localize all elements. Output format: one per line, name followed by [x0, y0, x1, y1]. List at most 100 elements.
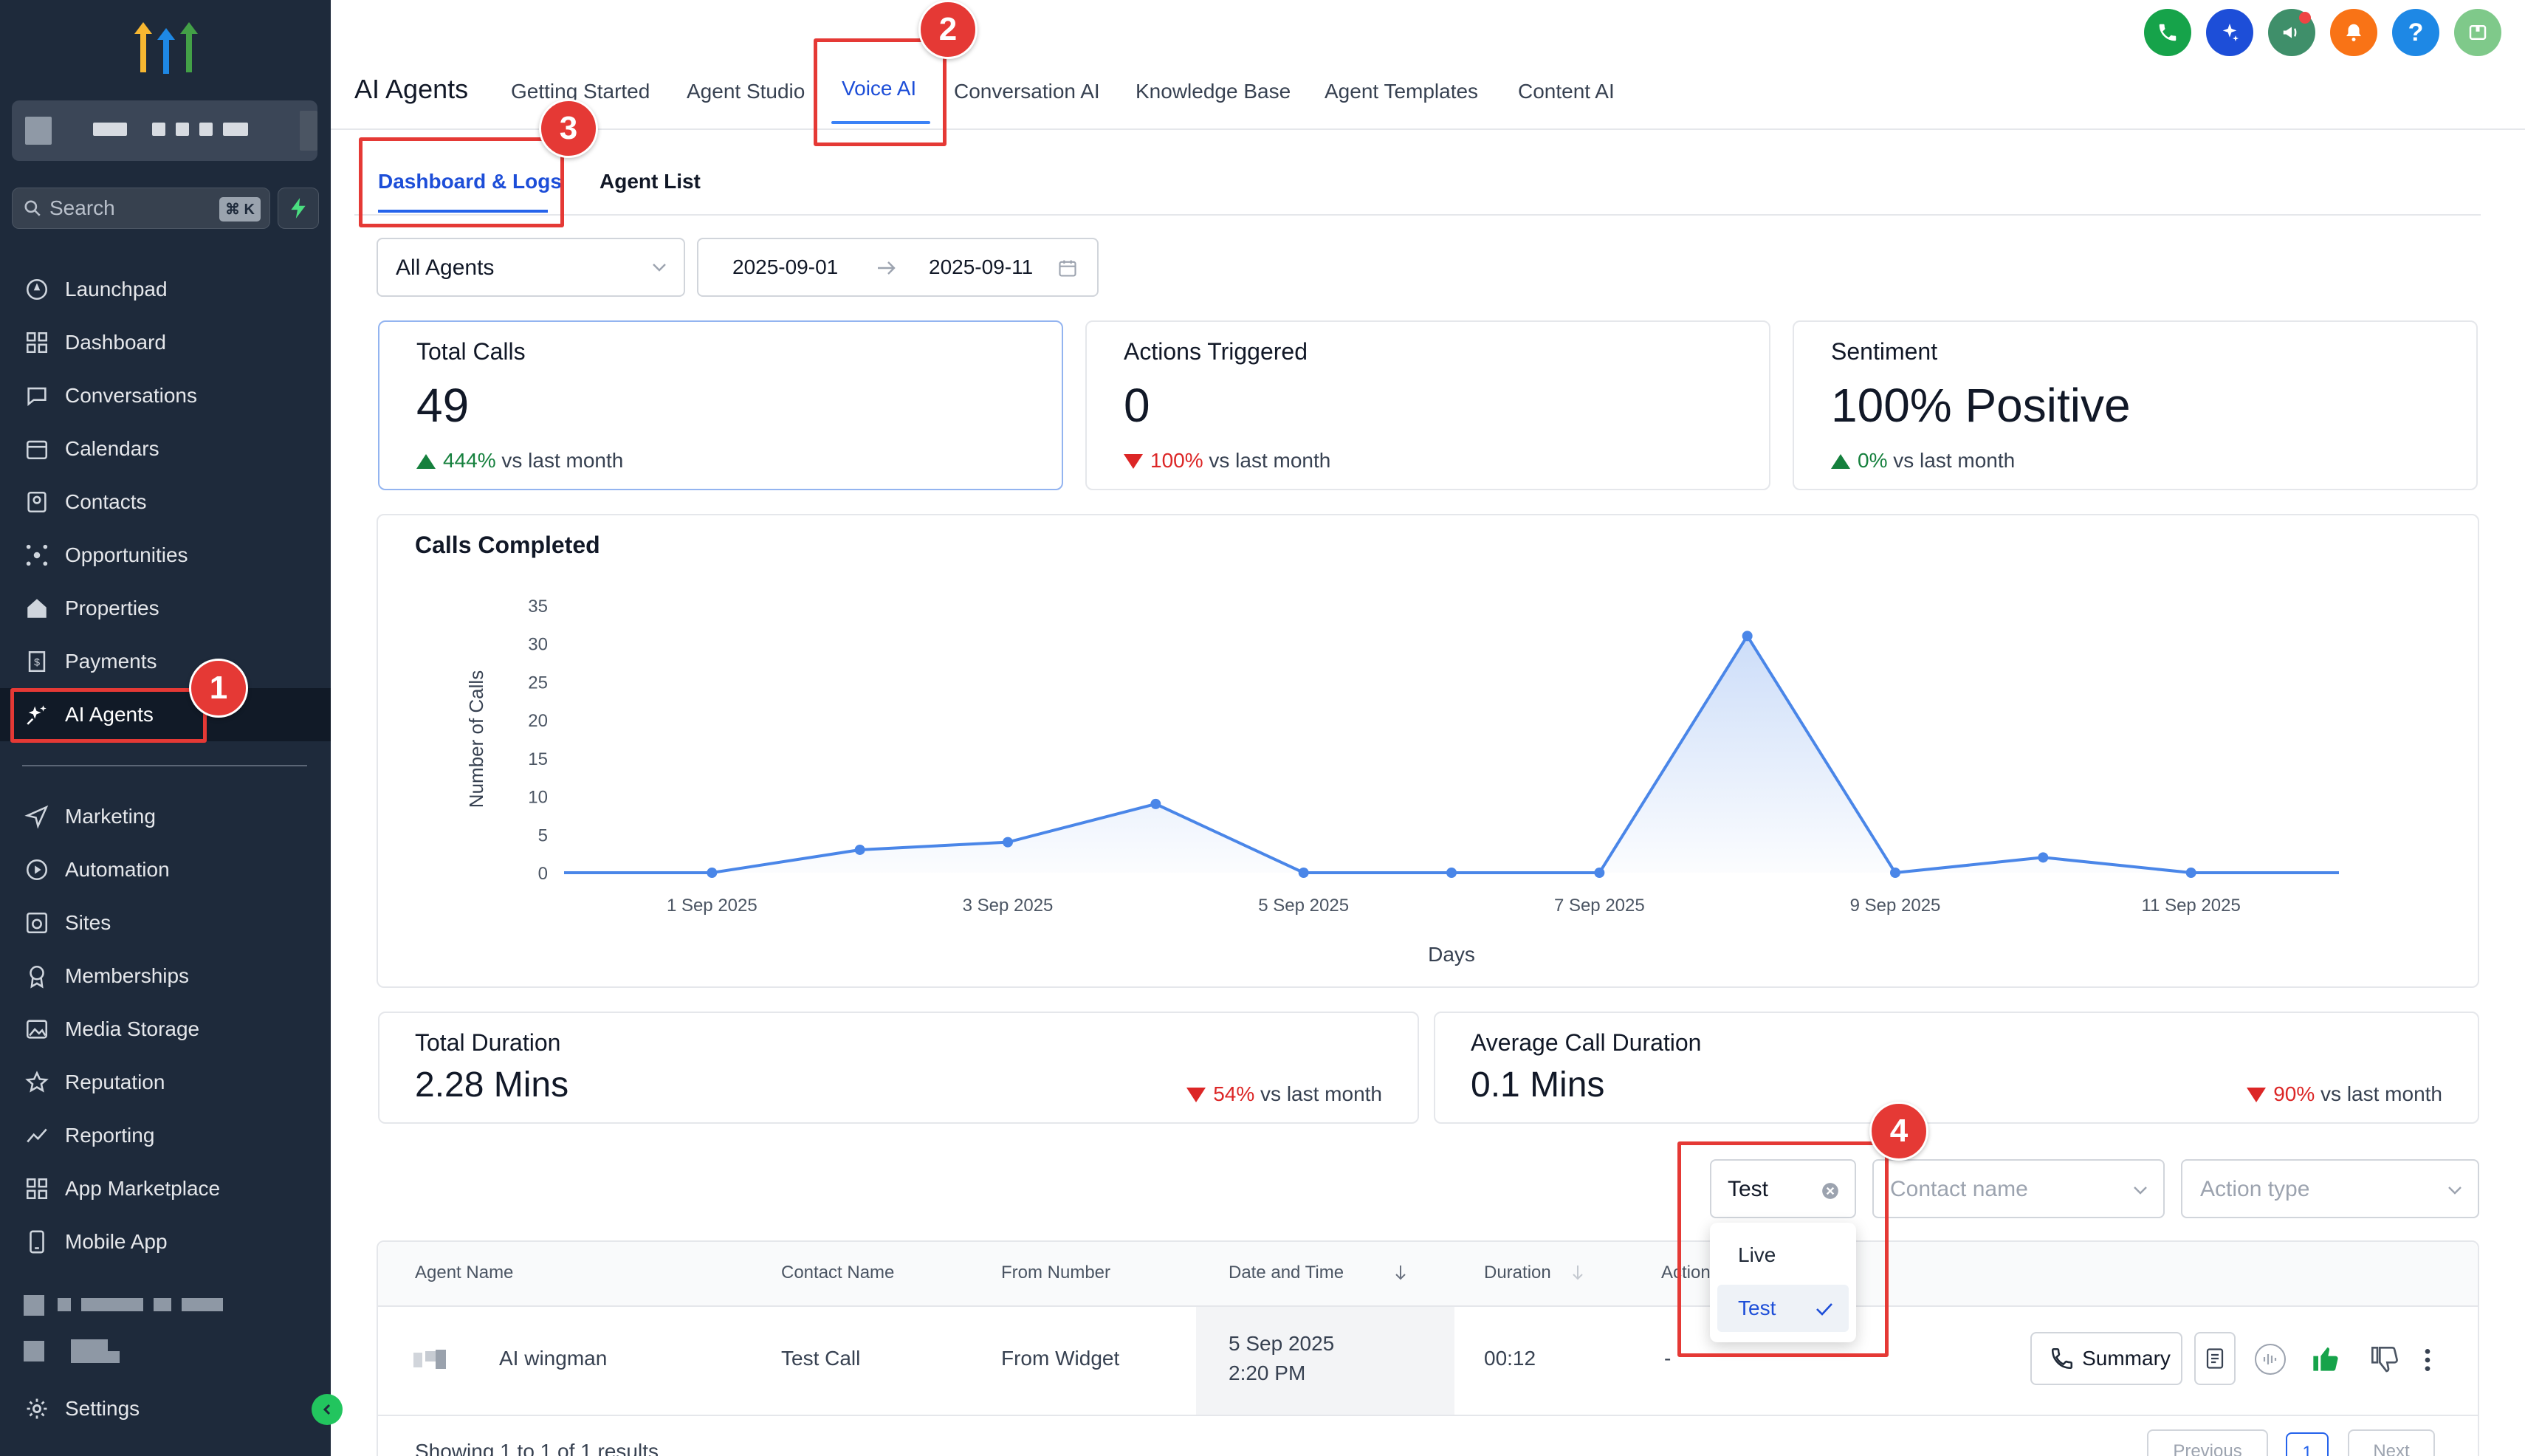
- sidebar-item-sites[interactable]: Sites: [0, 896, 331, 950]
- call-action: -: [1664, 1347, 1672, 1370]
- duration-value: 0.1 Mins: [1471, 1065, 1605, 1105]
- sidebar-item-calendars[interactable]: Calendars: [0, 422, 331, 475]
- thumbs-down-icon[interactable]: [2370, 1345, 2399, 1375]
- page-number[interactable]: 1: [2286, 1432, 2329, 1456]
- tab-agent-templates[interactable]: Agent Templates: [1325, 80, 1479, 103]
- summary-button[interactable]: Summary: [2030, 1332, 2182, 1385]
- search-shortcut: ⌘ K: [219, 197, 261, 222]
- sidebar-item-marketing[interactable]: Marketing: [0, 790, 331, 843]
- sidebar-search[interactable]: Search ⌘ K: [12, 188, 270, 229]
- tab-conversation-ai[interactable]: Conversation AI: [954, 80, 1100, 103]
- document-icon: [2206, 1348, 2224, 1369]
- sidebar-item-label: Opportunities: [65, 543, 188, 566]
- tab-dashboard-logs[interactable]: Dashboard & Logs: [378, 170, 562, 193]
- delta-text: vs last month: [501, 449, 624, 472]
- summary-label: Summary: [2082, 1347, 2171, 1370]
- sidebar-item-label: Dashboard: [65, 331, 166, 354]
- avatar[interactable]: [2454, 9, 2501, 56]
- stat-delta: 444% vs last month: [416, 449, 623, 473]
- clear-icon[interactable]: [1821, 1181, 1840, 1201]
- tab-content-ai[interactable]: Content AI: [1518, 80, 1615, 103]
- sidebar-item-opportunities[interactable]: Opportunities: [0, 529, 331, 582]
- x-tick-label: 7 Sep 2025: [1554, 896, 1645, 916]
- sort-arrow-icon[interactable]: [1571, 1264, 1584, 1282]
- tab-knowledge-base[interactable]: Knowledge Base: [1136, 80, 1291, 103]
- option-test[interactable]: Test: [1717, 1285, 1849, 1332]
- delta-percent: 0%: [1858, 449, 1888, 472]
- contact-name-filter[interactable]: Contact name: [1872, 1159, 2165, 1218]
- sidebar-item-app-marketplace[interactable]: App Marketplace: [0, 1162, 331, 1215]
- announcements-button[interactable]: [2268, 9, 2315, 56]
- ai-assist-button[interactable]: [2206, 9, 2253, 56]
- date-range-picker[interactable]: 2025-09-01 2025-09-11: [697, 238, 1099, 297]
- column-action: Action: [1661, 1263, 1711, 1282]
- sidebar-item-label: Media Storage: [65, 1017, 200, 1040]
- blurred-item-1[interactable]: [0, 1288, 331, 1325]
- sidebar-item-reputation[interactable]: Reputation: [0, 1056, 331, 1109]
- sidebar-item-launchpad[interactable]: Launchpad: [0, 263, 331, 316]
- duration-card-total-duration: Total Duration 2.28 Mins 54% vs last month: [378, 1012, 1419, 1124]
- more-options-icon[interactable]: [2420, 1345, 2435, 1375]
- sidebar-item-automation[interactable]: Automation: [0, 843, 331, 896]
- tab-agent-list[interactable]: Agent List: [600, 170, 701, 193]
- arrow-right-icon: [878, 261, 896, 275]
- call-type-select[interactable]: Test: [1710, 1159, 1856, 1218]
- column-agent-name[interactable]: Agent Name: [415, 1263, 514, 1282]
- user-avatar-icon: [2469, 25, 2487, 40]
- sorted-column-highlight: [1196, 1307, 1454, 1415]
- column-from-number[interactable]: From Number: [1001, 1263, 1111, 1282]
- collapse-sidebar-button[interactable]: [312, 1394, 343, 1425]
- column-duration[interactable]: Duration: [1484, 1263, 1551, 1282]
- column-date-time[interactable]: Date and Time: [1229, 1263, 1344, 1282]
- account-switcher[interactable]: [12, 100, 317, 161]
- x-tick-label: 3 Sep 2025: [963, 896, 1054, 916]
- contact-name-placeholder: Contact name: [1890, 1177, 2028, 1201]
- recording-button[interactable]: [2255, 1344, 2286, 1375]
- sidebar-item-conversations[interactable]: Conversations: [0, 369, 331, 422]
- stat-card-sentiment: Sentiment 100% Positive 0% vs last month: [1793, 320, 2478, 490]
- next-page-button[interactable]: Next: [2348, 1429, 2435, 1456]
- quick-action-button[interactable]: [278, 188, 319, 229]
- sidebar-item-dashboard[interactable]: Dashboard: [0, 316, 331, 369]
- sort-arrow-icon[interactable]: [1394, 1264, 1407, 1282]
- calendar-icon: [1059, 260, 1076, 277]
- tab-agent-studio[interactable]: Agent Studio: [687, 80, 805, 103]
- contact-name[interactable]: Test Call: [781, 1347, 861, 1370]
- tab-getting-started[interactable]: Getting Started: [511, 80, 650, 103]
- sidebar-item-label: Conversations: [65, 384, 197, 407]
- sidebar-item-settings[interactable]: Settings: [0, 1382, 331, 1435]
- duration-delta: 90% vs last month: [2247, 1082, 2442, 1106]
- megaphone-icon: [2283, 27, 2297, 38]
- opportunities-icon: [22, 540, 52, 570]
- column-contact-name[interactable]: Contact Name: [781, 1263, 895, 1282]
- call-time: 2:20 PM: [1229, 1361, 1306, 1384]
- help-button[interactable]: ?: [2392, 9, 2439, 56]
- y-tick-label: 15: [528, 749, 548, 769]
- sidebar-item-mobile-app[interactable]: Mobile App: [0, 1215, 331, 1268]
- thumbs-up-icon[interactable]: [2311, 1344, 2340, 1373]
- sidebar-item-media-storage[interactable]: Media Storage: [0, 1003, 331, 1056]
- sidebar-item-ai-agents[interactable]: AI Agents: [0, 688, 331, 741]
- phone-button[interactable]: [2144, 9, 2191, 56]
- x-axis-label: Days: [1428, 943, 1475, 966]
- stat-title: Actions Triggered: [1124, 338, 1308, 365]
- sidebar-item-properties[interactable]: Properties: [0, 582, 331, 635]
- sidebar-item-reporting[interactable]: Reporting: [0, 1109, 331, 1162]
- blurred-item-2[interactable]: [0, 1333, 331, 1370]
- sidebar-item-memberships[interactable]: Memberships: [0, 950, 331, 1003]
- previous-page-button[interactable]: Previous: [2147, 1429, 2268, 1456]
- x-tick-label: 11 Sep 2025: [2141, 896, 2240, 916]
- agent-select[interactable]: All Agents: [377, 238, 685, 297]
- from-number: From Widget: [1001, 1347, 1120, 1370]
- sidebar-item-label: Properties: [65, 597, 159, 619]
- delta-percent: 100%: [1150, 449, 1203, 472]
- notifications-button[interactable]: [2330, 9, 2377, 56]
- sidebar-item-payments[interactable]: $ Payments: [0, 635, 331, 688]
- sidebar-item-contacts[interactable]: Contacts: [0, 475, 331, 529]
- transcript-button[interactable]: [2194, 1332, 2236, 1385]
- action-type-filter[interactable]: Action type: [2181, 1159, 2479, 1218]
- trend-up-icon: [416, 454, 436, 469]
- option-live[interactable]: Live: [1738, 1243, 1776, 1266]
- y-tick-label: 35: [528, 597, 548, 617]
- tab-voice-ai[interactable]: Voice AI: [842, 77, 917, 100]
